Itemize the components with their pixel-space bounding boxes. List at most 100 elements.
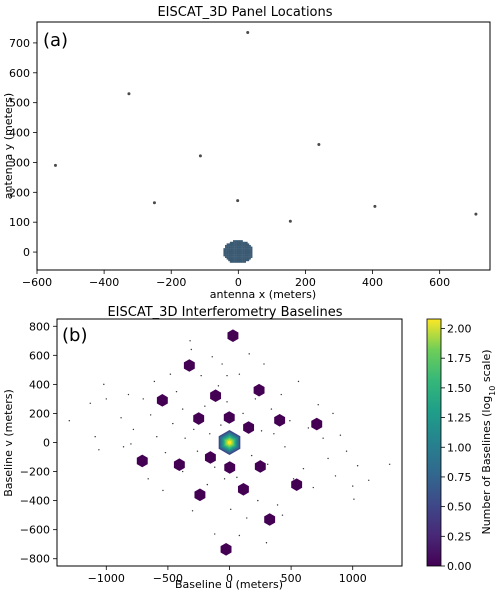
baseline-dot — [89, 402, 91, 404]
panel-a-y-label: antenna y (meters) — [2, 93, 15, 199]
baseline-dot — [263, 363, 265, 365]
baseline-dot — [334, 475, 337, 477]
core-panel-point — [250, 246, 253, 249]
baseline-dot — [153, 380, 156, 383]
core-panel-point — [229, 246, 232, 249]
core-panel-point — [242, 257, 245, 260]
core-panel-point — [233, 259, 235, 262]
core-panel-point — [223, 251, 226, 254]
baseline-dot — [302, 467, 305, 470]
core-panel-point — [242, 246, 245, 249]
core-panel-point — [229, 251, 232, 254]
baseline-dot — [193, 428, 195, 431]
hexbin — [193, 412, 205, 425]
hexbin — [173, 458, 185, 472]
core-panel-point — [236, 241, 239, 244]
baseline-dot — [94, 435, 96, 438]
core-panel-point — [242, 248, 245, 250]
core-panel-point — [229, 249, 232, 252]
core-panel-point — [223, 248, 226, 250]
core-panel-point — [245, 243, 248, 246]
core-panel-point — [245, 244, 248, 247]
core-panel-point — [244, 244, 247, 247]
baseline-dot — [289, 420, 291, 422]
hexbin — [183, 359, 195, 372]
baseline-dot — [181, 470, 184, 473]
core-panel-point — [229, 260, 232, 263]
core-panel-point — [231, 257, 234, 260]
panel-b-tag: (b) — [62, 325, 87, 346]
core-panel-point — [231, 251, 234, 254]
panel-point — [373, 204, 377, 208]
baseline-dot — [236, 476, 238, 479]
core-panel-point — [244, 254, 247, 257]
core-panel-point — [244, 256, 247, 258]
core-panel-point — [225, 244, 227, 247]
baseline-dot — [332, 412, 334, 415]
colorbar-ticks: 0.00 0.25 0.50 0.75 1.00 1.25 1.50 1.75 2.00 — [441, 323, 472, 573]
core-panel-point — [249, 252, 251, 255]
core-panel-point — [236, 240, 239, 242]
core-panel-point — [228, 254, 231, 257]
baseline-dot — [273, 433, 275, 435]
core-panel-point — [226, 256, 229, 258]
core-panel-point — [236, 257, 239, 260]
panel-point — [246, 30, 250, 34]
baseline-dot — [246, 517, 248, 519]
core-panel-point — [247, 243, 250, 246]
baseline-dot — [238, 534, 241, 537]
panel-b-y-label: Baseline v (meters) — [2, 389, 15, 497]
core-panel-point — [233, 254, 235, 257]
core-panel-point — [234, 251, 237, 254]
x-tick-label: −400 — [89, 276, 119, 289]
core-panel-point — [241, 260, 243, 263]
core-panel-point — [242, 243, 245, 246]
core-panel-point — [231, 252, 234, 255]
baseline-dot — [214, 533, 216, 535]
y-tick-label: −800 — [20, 553, 50, 566]
core-panel-point — [228, 256, 231, 258]
core-panel-point — [247, 256, 250, 258]
core-panel-point — [242, 252, 245, 255]
core-panel-point — [244, 252, 247, 255]
baseline-dot — [276, 504, 279, 506]
baseline-dot — [254, 398, 257, 400]
panel-point — [198, 154, 202, 158]
core-panel-point — [228, 246, 231, 249]
baseline-dot — [353, 498, 355, 500]
x-tick-label: 0 — [226, 572, 233, 585]
baseline-dot — [260, 430, 263, 432]
core-panel-point — [225, 256, 227, 258]
x-tick-label: 200 — [295, 276, 316, 289]
core-hexbin — [227, 440, 232, 445]
core-panel-point — [239, 249, 242, 252]
baseline-dot — [270, 408, 273, 410]
baseline-dot — [312, 486, 314, 489]
baseline-dot — [149, 414, 152, 416]
baseline-dot — [209, 433, 211, 435]
baseline-dot — [196, 450, 199, 452]
core-panel-point — [236, 244, 239, 247]
baseline-dot — [248, 353, 250, 355]
core-panel-point — [231, 259, 234, 262]
core-panel-point — [231, 260, 234, 263]
y-tick-label: 400 — [29, 378, 50, 391]
core-panel-point — [226, 249, 229, 252]
core-panel-point — [226, 244, 229, 247]
core-panel-point — [239, 240, 242, 242]
panel-a-points — [53, 30, 478, 263]
colorbar-tick-label: 0.25 — [447, 530, 472, 543]
core-panel-point — [239, 254, 242, 257]
core-panel-point — [226, 252, 229, 255]
hexbin — [220, 542, 232, 556]
core-panel-point — [228, 243, 231, 246]
core-panel-point — [237, 241, 240, 244]
baseline-dot — [98, 449, 100, 451]
baseline-dot — [105, 398, 107, 400]
colorbar-tick-label: 1.50 — [447, 382, 472, 395]
panel-b-cross-baselines — [68, 340, 391, 544]
core-panel-point — [241, 248, 243, 250]
hexbin — [223, 411, 235, 424]
y-tick-label: 0 — [23, 246, 30, 259]
core-panel-point — [231, 248, 234, 250]
